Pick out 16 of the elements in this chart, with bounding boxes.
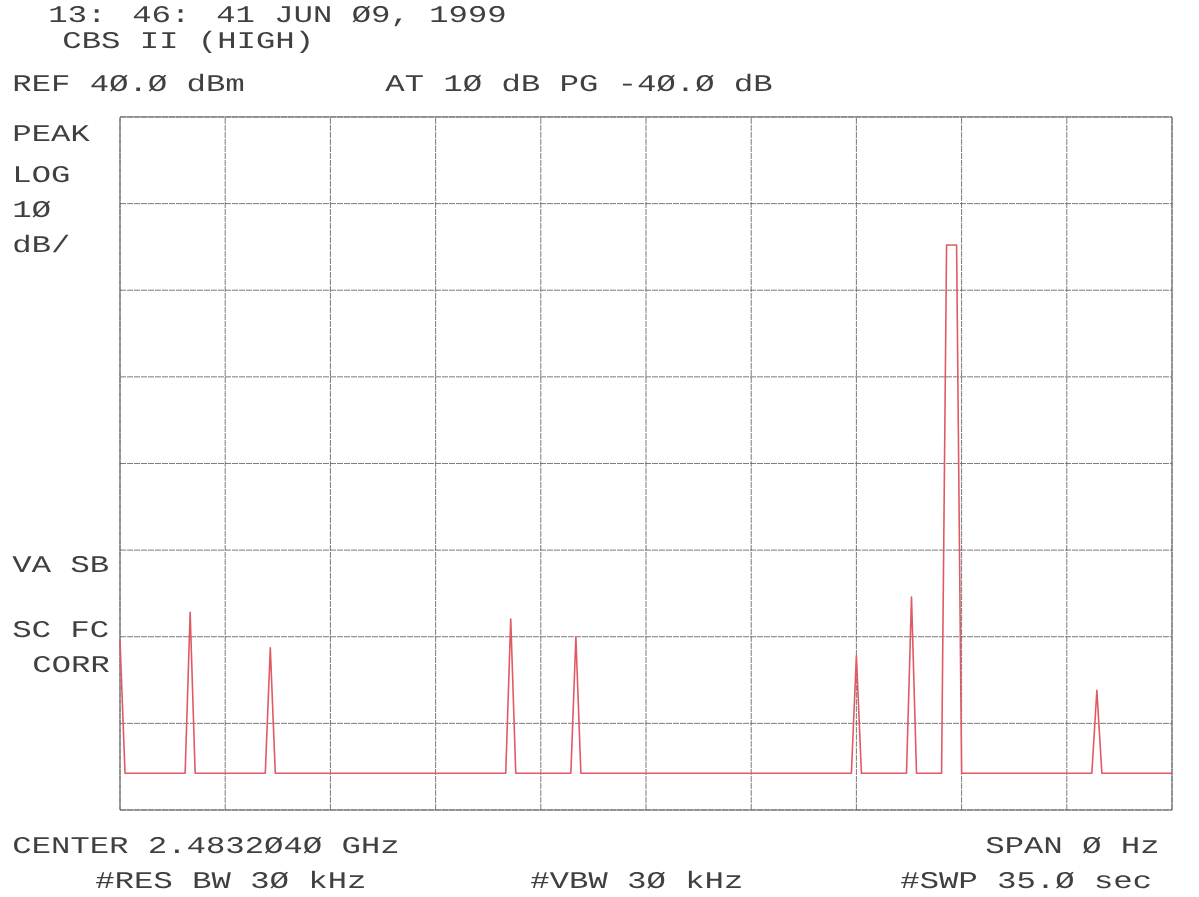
text: CBS II (HIGH) <box>64 30 309 53</box>
text: SPAN Ø Hz <box>986 836 1158 854</box>
text: #RES BW 3Ø kHz <box>96 870 364 889</box>
text: dB/ <box>14 234 69 253</box>
text: CORR <box>34 656 109 673</box>
text: 13: 46: 41 JUN Ø9, 1999 <box>50 5 505 27</box>
text: CENTER 2.4832Ø4Ø GHz <box>14 836 398 854</box>
text: REF 4Ø.Ø dBm <box>14 73 244 92</box>
text: PEAK <box>14 125 90 141</box>
text: 1Ø <box>14 200 51 218</box>
text: #VBW 3Ø kHz <box>531 870 741 889</box>
text: VA SB <box>12 556 108 573</box>
text: AT 1Ø dB PG -4Ø.Ø dB <box>385 73 772 92</box>
text: #SWP 35.Ø sec <box>901 871 1150 889</box>
text: LOG <box>16 166 69 183</box>
text: SC FC <box>13 621 108 638</box>
